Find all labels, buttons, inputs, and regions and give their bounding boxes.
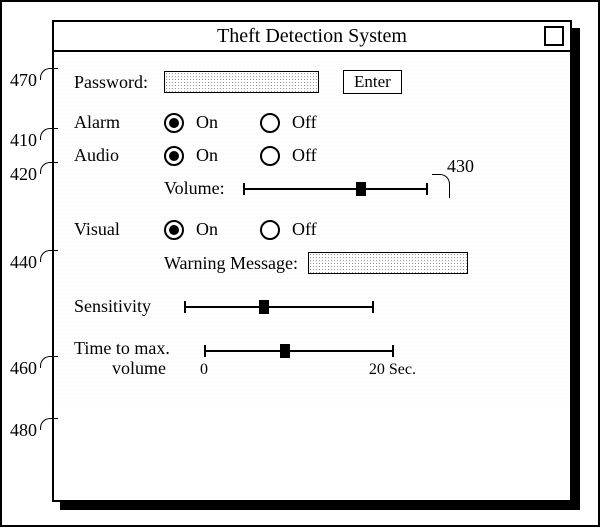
sensitivity-row: Sensitivity (74, 296, 550, 317)
radio-label: On (196, 112, 218, 133)
volume-label: Volume: (164, 178, 225, 199)
radio-icon (164, 146, 184, 166)
audio-row: Audio On Off (74, 145, 550, 166)
refnum-440: 440 (10, 252, 37, 273)
slider-thumb[interactable] (356, 182, 366, 196)
lead-410 (40, 128, 58, 140)
slider-thumb[interactable] (259, 300, 269, 314)
slider-max-label: 20 Sec. (369, 361, 416, 379)
refnum-410: 410 (10, 130, 37, 151)
alarm-on-radio[interactable]: On (164, 112, 218, 133)
visual-on-radio[interactable]: On (164, 219, 218, 240)
radio-label: Off (292, 112, 317, 133)
visual-row: Visual On Off (74, 219, 550, 240)
volume-row: Volume: (74, 178, 550, 199)
sensitivity-label: Sensitivity (74, 296, 184, 317)
refnum-480: 480 (10, 420, 37, 441)
refnum-470: 470 (10, 70, 37, 91)
warning-row: Warning Message: (74, 252, 550, 274)
time-row: Time to max. volume 0 20 Sec. (74, 339, 550, 379)
radio-label: Off (292, 219, 317, 240)
warning-label: Warning Message: (164, 253, 298, 274)
radio-icon (260, 113, 280, 133)
alarm-off-radio[interactable]: Off (260, 112, 317, 133)
refnum-420: 420 (10, 164, 37, 185)
password-input[interactable] (164, 71, 319, 93)
window-title: Theft Detection System (217, 25, 407, 48)
content-area: Password: Enter Alarm On Off Audio On (54, 52, 570, 405)
alarm-row: Alarm On Off (74, 112, 550, 133)
audio-on-radio[interactable]: On (164, 145, 218, 166)
visual-label: Visual (74, 219, 164, 240)
alarm-label: Alarm (74, 112, 164, 133)
volume-slider[interactable] (243, 181, 428, 197)
lead-470 (40, 68, 58, 80)
password-label: Password: (74, 72, 164, 93)
time-label: Time to max. volume (74, 339, 204, 379)
audio-off-radio[interactable]: Off (260, 145, 317, 166)
sensitivity-slider[interactable] (184, 299, 374, 315)
visual-off-radio[interactable]: Off (260, 219, 317, 240)
refnum-460: 460 (10, 358, 37, 379)
window: Theft Detection System Password: Enter A… (52, 20, 572, 502)
close-icon[interactable] (544, 26, 564, 46)
radio-icon (260, 220, 280, 240)
radio-icon (164, 113, 184, 133)
radio-icon (260, 146, 280, 166)
slider-min-label: 0 (200, 361, 208, 379)
slider-thumb[interactable] (280, 344, 290, 358)
radio-label: Off (292, 145, 317, 166)
enter-button[interactable]: Enter (343, 70, 402, 94)
password-row: Password: Enter (74, 70, 550, 94)
radio-label: On (196, 219, 218, 240)
lead-420 (40, 162, 58, 174)
lead-440 (40, 250, 58, 262)
audio-label: Audio (74, 145, 164, 166)
titlebar: Theft Detection System (54, 22, 570, 52)
radio-icon (164, 220, 184, 240)
time-slider[interactable]: 0 20 Sec. (204, 343, 394, 359)
lead-480 (40, 418, 58, 430)
radio-label: On (196, 145, 218, 166)
lead-460 (40, 356, 58, 368)
warning-input[interactable] (308, 252, 468, 274)
